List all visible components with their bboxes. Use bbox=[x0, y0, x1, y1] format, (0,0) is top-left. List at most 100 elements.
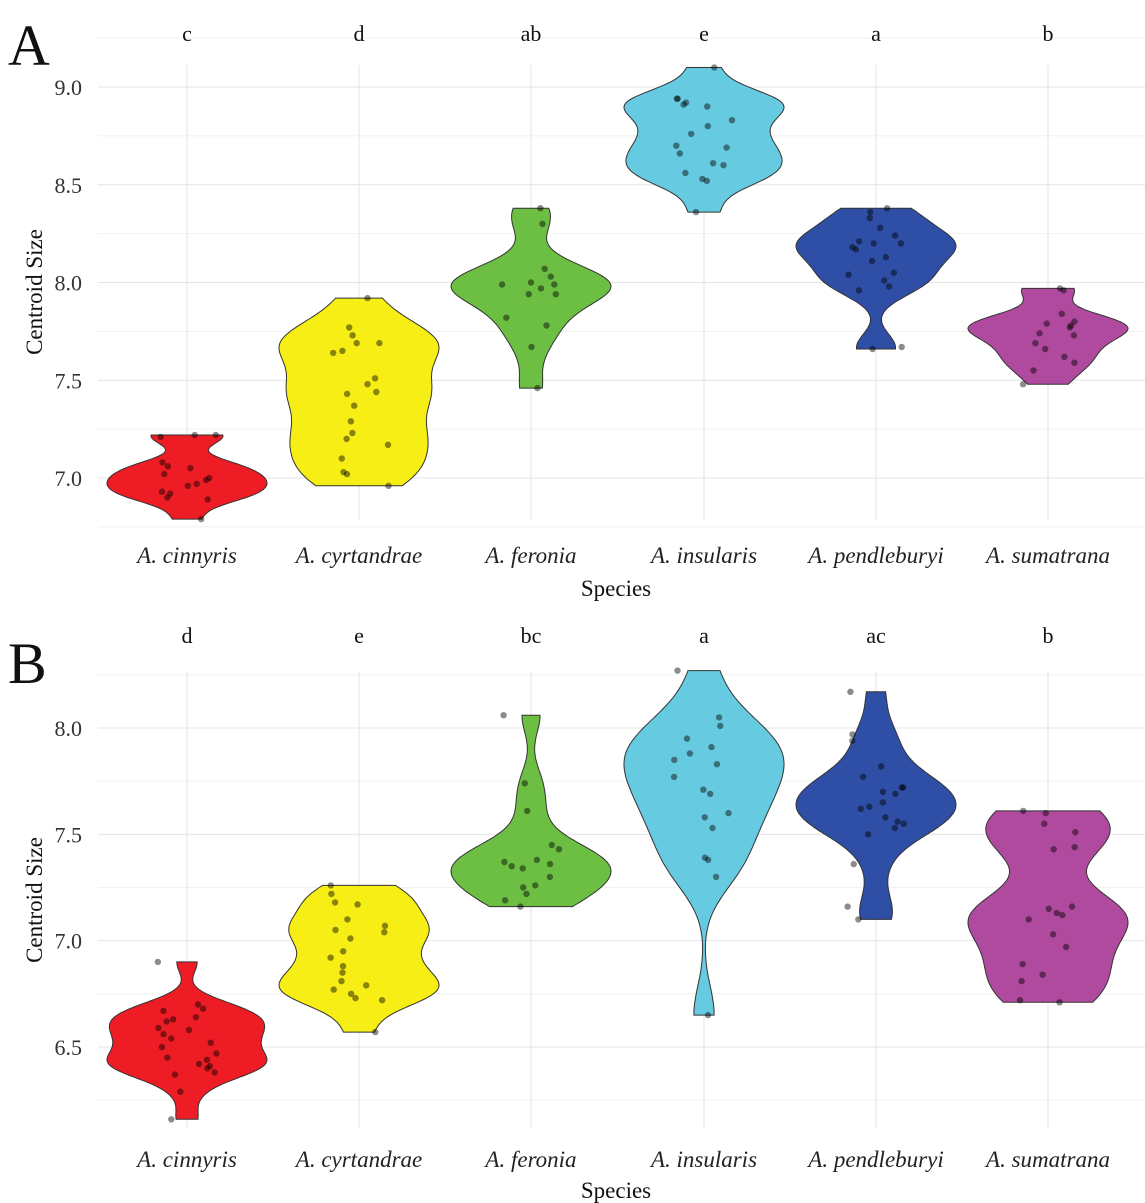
data-point bbox=[519, 865, 526, 872]
data-point bbox=[532, 882, 539, 889]
data-point bbox=[715, 714, 723, 721]
data-point bbox=[1016, 997, 1024, 1004]
data-point bbox=[525, 291, 532, 298]
x-category-label: A. cyrtandrae bbox=[294, 1147, 422, 1172]
data-point bbox=[154, 958, 162, 966]
violin-cinnyris bbox=[106, 434, 268, 520]
data-point bbox=[376, 339, 383, 347]
data-point bbox=[338, 455, 345, 462]
significance-letter: b bbox=[1043, 623, 1054, 648]
data-point bbox=[158, 1043, 166, 1051]
data-point bbox=[351, 402, 358, 409]
data-point bbox=[692, 208, 700, 216]
data-point bbox=[852, 246, 860, 253]
data-point bbox=[171, 1071, 179, 1078]
data-point bbox=[1041, 820, 1048, 827]
data-point bbox=[195, 1060, 203, 1068]
data-point bbox=[855, 916, 862, 923]
data-point bbox=[885, 283, 893, 290]
data-point bbox=[686, 750, 694, 757]
data-point bbox=[1049, 931, 1057, 938]
panel-b: 6.5 7.0 7.5 8.0 A. cinnyris A. cyrtandrae A. f… bbox=[8, 623, 1145, 1203]
violin-feronia bbox=[450, 207, 612, 389]
data-point bbox=[699, 175, 706, 183]
x-category-label: A. sumatrana bbox=[984, 543, 1110, 568]
data-point bbox=[900, 784, 907, 791]
data-point bbox=[327, 954, 334, 961]
data-point bbox=[177, 1088, 184, 1095]
data-point bbox=[164, 494, 171, 501]
data-point bbox=[353, 339, 360, 347]
significance-letter: bc bbox=[521, 623, 542, 648]
data-point bbox=[845, 271, 852, 278]
y-tick-label: 7.5 bbox=[55, 368, 83, 393]
panel-label: A bbox=[8, 13, 50, 78]
data-point bbox=[163, 1018, 170, 1025]
data-point bbox=[354, 901, 361, 908]
data-point bbox=[879, 788, 887, 795]
x-category-label: A. feronia bbox=[483, 543, 576, 568]
data-point bbox=[1045, 905, 1052, 912]
data-point bbox=[537, 205, 544, 212]
panel-label: B bbox=[8, 631, 47, 696]
data-point bbox=[849, 737, 856, 744]
data-point bbox=[868, 257, 876, 265]
data-point bbox=[352, 994, 359, 1002]
data-point bbox=[728, 117, 736, 124]
violin-pendleburyi bbox=[795, 691, 957, 920]
data-point bbox=[1030, 367, 1037, 374]
data-point bbox=[850, 860, 857, 868]
data-point bbox=[891, 232, 899, 239]
data-point bbox=[385, 482, 392, 489]
data-point bbox=[1025, 916, 1032, 923]
data-point bbox=[704, 1011, 712, 1019]
data-point bbox=[546, 860, 554, 868]
data-point bbox=[1050, 846, 1057, 853]
data-point bbox=[700, 786, 707, 793]
data-point bbox=[331, 899, 339, 906]
data-point bbox=[330, 349, 337, 357]
data-point bbox=[340, 468, 347, 476]
data-point bbox=[204, 1065, 211, 1072]
data-point bbox=[870, 240, 877, 247]
data-point bbox=[187, 465, 194, 472]
data-point bbox=[671, 756, 678, 764]
y-axis-title: Centroid Size bbox=[22, 837, 47, 963]
data-point bbox=[1018, 977, 1025, 985]
data-point bbox=[859, 773, 867, 781]
data-point bbox=[707, 790, 714, 798]
data-point bbox=[521, 780, 528, 787]
data-point bbox=[364, 381, 371, 388]
violin-cyrtandrae bbox=[278, 884, 440, 1033]
data-point bbox=[701, 814, 708, 821]
data-point bbox=[204, 496, 211, 503]
data-point bbox=[543, 322, 550, 329]
x-category-label: A. cyrtandrae bbox=[294, 543, 422, 568]
y-tick-label: 8.0 bbox=[55, 716, 83, 741]
y-axis-title: Centroid Size bbox=[22, 229, 47, 355]
data-point bbox=[555, 846, 563, 853]
data-point bbox=[211, 1069, 218, 1076]
data-point bbox=[898, 343, 905, 351]
y-tick-label: 8.5 bbox=[55, 173, 83, 198]
data-point bbox=[864, 831, 872, 838]
data-point bbox=[881, 277, 888, 284]
x-axis-title: Species bbox=[581, 576, 651, 601]
data-point bbox=[709, 160, 717, 167]
data-point bbox=[328, 890, 335, 898]
data-point bbox=[343, 435, 350, 443]
data-point bbox=[688, 130, 695, 138]
data-point bbox=[1060, 287, 1067, 294]
data-point bbox=[501, 858, 508, 866]
data-point bbox=[892, 790, 899, 798]
data-point bbox=[551, 281, 558, 288]
data-point bbox=[674, 95, 681, 102]
data-point bbox=[520, 884, 527, 891]
x-category-label: A. insularis bbox=[649, 543, 757, 568]
data-point bbox=[534, 384, 541, 392]
data-point bbox=[725, 809, 732, 817]
significance-letter: e bbox=[699, 21, 709, 46]
data-point bbox=[882, 253, 890, 261]
x-category-label: A. pendleburyi bbox=[806, 543, 943, 568]
data-point bbox=[711, 64, 718, 71]
